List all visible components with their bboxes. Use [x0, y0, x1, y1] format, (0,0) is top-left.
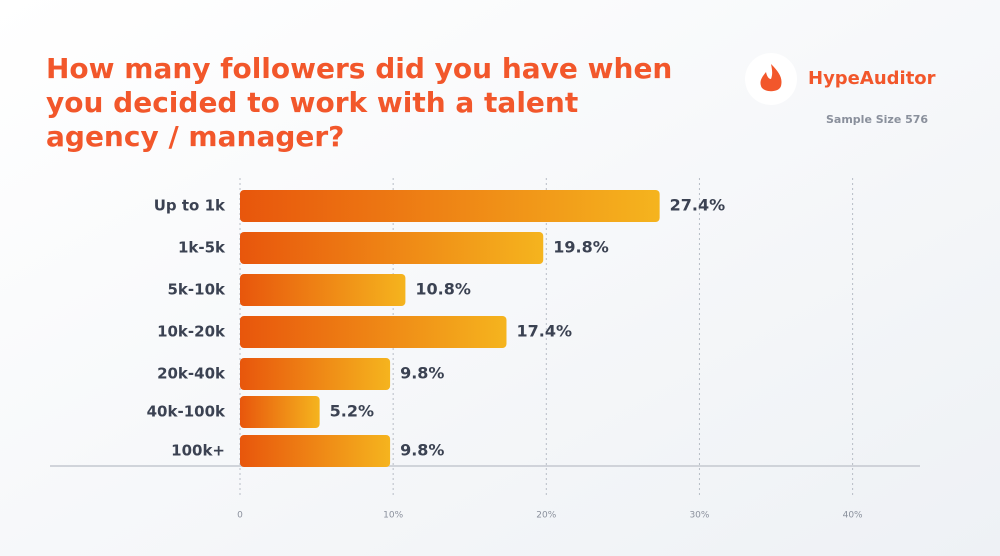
chart-title: agency / manager?	[46, 120, 344, 153]
brand: HypeAuditor	[808, 68, 936, 89]
value-label: 9.8%	[400, 364, 444, 383]
y-tick-label: 5k-10k	[168, 281, 227, 299]
y-tick-label: 40k-100k	[147, 403, 226, 421]
value-label: 27.4%	[670, 196, 726, 215]
chart-title: How many followers did you have when	[46, 52, 672, 85]
bar	[240, 396, 320, 428]
x-tick-label: 20%	[536, 511, 556, 521]
y-tick-label: 10k-20k	[157, 323, 226, 341]
chart-title: you decided to work with a talent	[46, 86, 578, 119]
subtitle: Sample Size 576	[826, 113, 928, 126]
x-tick-label: 10%	[383, 511, 403, 521]
y-tick-label: 100k+	[171, 442, 225, 460]
bar	[240, 274, 406, 306]
y-tick-label: Up to 1k	[154, 197, 226, 215]
x-tick-label: 0	[237, 511, 243, 521]
logo-flame	[760, 64, 782, 92]
grid: 0 10% 20% 30% 40%	[50, 178, 920, 521]
bar	[240, 190, 660, 222]
x-tick-label: 30%	[689, 511, 709, 521]
bar	[240, 435, 391, 467]
y-tick-label: 20k-40k	[157, 365, 226, 383]
value-label: 10.8%	[415, 280, 471, 299]
y-tick-label: 1k-5k	[178, 239, 226, 257]
value-label: 5.2%	[330, 402, 374, 421]
x-tick-label: 40%	[843, 511, 863, 521]
bar	[240, 316, 507, 348]
bars: Up to 1k 27.4% 1k-5k 19.8% 5k-10k 10.8% 10k-20…	[147, 190, 726, 467]
bar	[240, 232, 544, 264]
value-label: 19.8%	[553, 238, 609, 257]
value-label: 17.4%	[516, 322, 572, 341]
bar	[240, 358, 391, 390]
value-label: 9.8%	[400, 441, 444, 460]
